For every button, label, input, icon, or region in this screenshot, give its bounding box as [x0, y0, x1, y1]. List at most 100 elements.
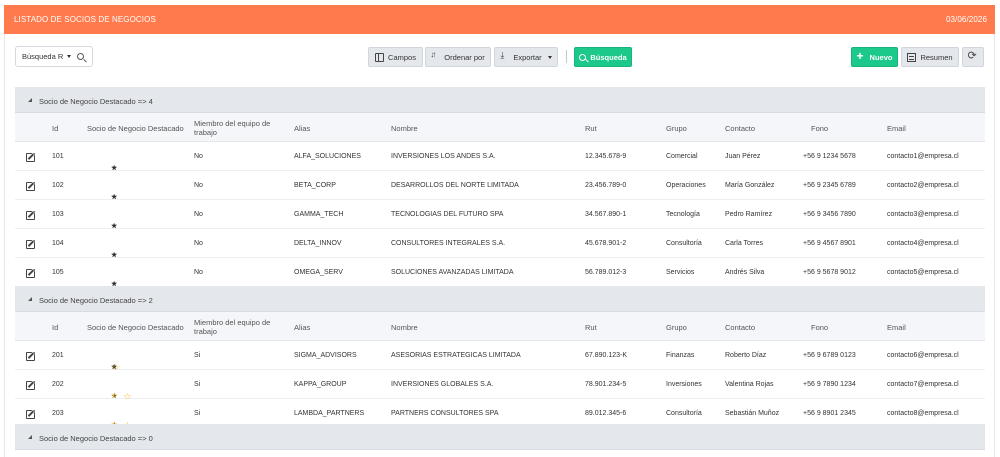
- column-header-grupo[interactable]: Grupo: [666, 124, 687, 133]
- cell-grupo: Tecnología: [666, 211, 700, 218]
- fields-button[interactable]: Campos: [368, 47, 423, 67]
- column-header-nombre[interactable]: Nombre: [391, 124, 418, 133]
- star-filled-icon: ★: [111, 364, 121, 371]
- column-headers: Id Socio de Negocio Destacado Miembro del …: [15, 312, 985, 341]
- cell-fono: +56 9 1234 5678: [803, 153, 856, 160]
- column-header-id[interactable]: Id: [52, 323, 59, 332]
- refresh-icon: [968, 49, 978, 62]
- column-header-fono[interactable]: Fono: [811, 124, 829, 133]
- cell-id: 104: [52, 240, 64, 247]
- cell-grupo: Finanzas: [666, 352, 695, 359]
- star-filled-icon: ★: [111, 165, 121, 172]
- star-filled-icon: ★: [111, 223, 121, 230]
- toolbar: Búsqueda R Campos Ordenar por Exportar B…: [14, 46, 986, 68]
- column-header-miembro[interactable]: Miembro del equipo de trabajo: [194, 318, 271, 336]
- star-filled-icon: ★: [111, 165, 121, 172]
- cell-fono: +56 9 4567 8901: [803, 240, 856, 247]
- edit-icon[interactable]: [26, 381, 35, 390]
- cell-rut: 23.456.789-0: [585, 182, 627, 189]
- cell-fono: +56 9 8901 2345: [803, 410, 856, 417]
- cell-email: contacto1@empresa.cl: [887, 153, 959, 160]
- table-row[interactable]: ★ ★ ★ ★ 103 No GAMMA_TECH TECNOLOGIAS DEL FUTUR…: [15, 200, 985, 230]
- table-row[interactable]: ★ ★ ★ ★ 102 No BETA_CORP DESARROLLOS DEL NORTE …: [15, 171, 985, 201]
- cell-nombre: ASESORIAS ESTRATEGICAS LIMITADA: [391, 352, 521, 359]
- new-button-label: Nuevo: [869, 52, 893, 62]
- group-header[interactable]: Socio de Negocio Destacado => 2: [15, 286, 985, 312]
- summary-button[interactable]: Resumen: [901, 47, 959, 67]
- cell-contacto: Juan Pérez: [725, 153, 761, 160]
- cell-miembro: No: [194, 211, 203, 218]
- cell-miembro: No: [194, 182, 203, 189]
- table-row[interactable]: ★ ★ ★ ☆ 201 Si SIGMA_ADVISORS ASESORIAS ESTRATE…: [15, 341, 985, 374]
- table-row[interactable]: ★ ★ ★ ★ 101 No ALFA_SOLUCIONES INVERSIONES LOS …: [15, 142, 985, 172]
- column-header-nombre[interactable]: Nombre: [391, 323, 418, 332]
- edit-icon[interactable]: [26, 182, 35, 191]
- cell-email: contacto6@empresa.cl: [887, 352, 959, 359]
- collapse-triangle-icon[interactable]: [28, 297, 32, 301]
- column-header-contacto[interactable]: Contacto: [725, 124, 756, 133]
- column-header-contacto[interactable]: Contacto: [725, 323, 756, 332]
- plus-icon: [857, 49, 866, 63]
- search-type-select[interactable]: Búsqueda R: [15, 46, 93, 67]
- cell-miembro: No: [194, 153, 203, 160]
- export-button-label: Exportar: [513, 52, 542, 62]
- cell-id: 103: [52, 211, 64, 218]
- column-header-grupo[interactable]: Grupo: [666, 323, 687, 332]
- collapse-triangle-icon[interactable]: [28, 98, 32, 102]
- table-row[interactable]: ★ ★ ★ ★ 105 No OMEGA_SERV SOLUCIONES AVANZADAS …: [15, 258, 985, 288]
- cell-nombre: INVERSIONES GLOBALES S.A.: [391, 381, 494, 388]
- column-header-rut[interactable]: Rut: [585, 124, 597, 133]
- cell-fono: +56 9 5678 9012: [803, 269, 856, 276]
- cell-nombre: DESARROLLOS DEL NORTE LIMITADA: [391, 182, 519, 189]
- cell-contacto: Sebastián Muñoz: [725, 410, 780, 417]
- cell-alias: BETA_CORP: [294, 182, 336, 189]
- group-label: Socio de Negocio Destacado => 2: [39, 296, 153, 305]
- cell-nombre: TECNOLOGIAS DEL FUTURO SPA: [391, 211, 504, 218]
- table-row[interactable]: ★ ★ ★ ★ 104 No DELTA_INNOV CONSULTORES INTEGRAL…: [15, 229, 985, 259]
- column-header-id[interactable]: Id: [52, 124, 59, 133]
- cell-id: 202: [52, 381, 64, 388]
- column-header-destacado[interactable]: Socio de Negocio Destacado: [87, 323, 184, 332]
- search-icon[interactable]: [77, 53, 85, 60]
- rating-stars: ★★⯪☆: [111, 381, 132, 403]
- column-header-alias[interactable]: Alias: [294, 323, 311, 332]
- column-header-miembro[interactable]: Miembro del equipo de trabajo: [194, 119, 271, 137]
- column-header-rut[interactable]: Rut: [585, 323, 597, 332]
- group-header[interactable]: Socio de Negocio Destacado => 0: [15, 424, 985, 450]
- edit-icon[interactable]: [26, 153, 35, 162]
- column-header-fono[interactable]: Fono: [811, 323, 829, 332]
- column-header-email[interactable]: Email: [887, 124, 906, 133]
- sort-button-label: Ordenar por: [444, 52, 485, 62]
- edit-icon[interactable]: [26, 352, 35, 361]
- download-icon: [500, 50, 509, 62]
- header-date: 03/06/2026: [945, 15, 987, 24]
- star-filled-icon: ★: [111, 281, 121, 288]
- new-button[interactable]: Nuevo: [851, 47, 898, 67]
- edit-icon[interactable]: [26, 410, 35, 419]
- sort-button[interactable]: Ordenar por: [425, 47, 491, 67]
- cell-grupo: Operaciones: [666, 182, 706, 189]
- refresh-button[interactable]: [962, 47, 984, 67]
- cell-alias: ALFA_SOLUCIONES: [294, 153, 361, 160]
- star-filled-icon: ★: [111, 165, 121, 172]
- edit-icon[interactable]: [26, 240, 35, 249]
- cell-grupo: Servicios: [666, 269, 695, 276]
- table-row[interactable]: ★ ★ ⯪ ☆ 202 Si KAPPA_GROUP INVERSIONES GLOBALES…: [15, 370, 985, 403]
- export-button[interactable]: Exportar: [494, 47, 558, 67]
- group-header[interactable]: Socio de Negocio Destacado => 4: [15, 87, 985, 113]
- cell-miembro: Si: [194, 381, 201, 388]
- column-header-email[interactable]: Email: [887, 323, 906, 332]
- page-header: LISTADO DE SOCIOS DE NEGOCIOS 03/06/2026: [4, 5, 995, 34]
- chevron-down-icon: [67, 55, 72, 58]
- summary-button-label: Resumen: [920, 52, 953, 62]
- column-headers: Id Socio de Negocio Destacado Miembro del …: [15, 113, 985, 142]
- cell-email: contacto8@empresa.cl: [887, 410, 959, 417]
- edit-icon[interactable]: [26, 211, 35, 220]
- collapse-triangle-icon[interactable]: [28, 435, 32, 439]
- edit-icon[interactable]: [26, 269, 35, 278]
- fields-button-label: Campos: [388, 52, 416, 62]
- star-empty-icon: ☆: [123, 392, 135, 403]
- column-header-alias[interactable]: Alias: [294, 124, 311, 133]
- search-button[interactable]: Búsqueda: [574, 47, 632, 67]
- column-header-destacado[interactable]: Socio de Negocio Destacado: [87, 124, 184, 133]
